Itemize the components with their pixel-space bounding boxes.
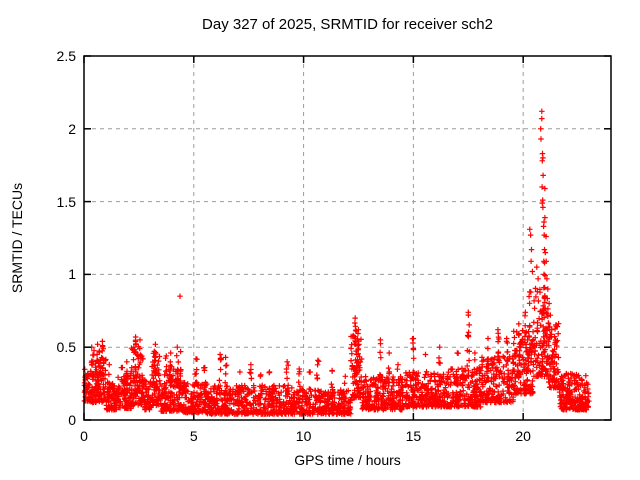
- x-tick-label: 10: [295, 428, 312, 444]
- y-tick-label: 2: [68, 120, 76, 137]
- x-tick-label: 5: [189, 428, 198, 444]
- x-tick-label: 15: [405, 428, 422, 444]
- y-tick-label: 1: [68, 266, 76, 283]
- x-tick-label: 20: [515, 428, 531, 444]
- x-axis-label: GPS time / hours: [294, 452, 401, 468]
- chart-title: Day 327 of 2025, SRMTID for receiver sch…: [202, 16, 493, 33]
- y-tick-label: 0: [68, 412, 76, 428]
- y-tick-label: 2.5: [56, 48, 76, 64]
- y-tick-label: 1.5: [56, 193, 76, 210]
- axis-box: [83, 55, 612, 421]
- x-tick-label: 0: [80, 428, 88, 444]
- scatter-points: [81, 108, 592, 417]
- y-tick-label: 0.5: [56, 339, 76, 356]
